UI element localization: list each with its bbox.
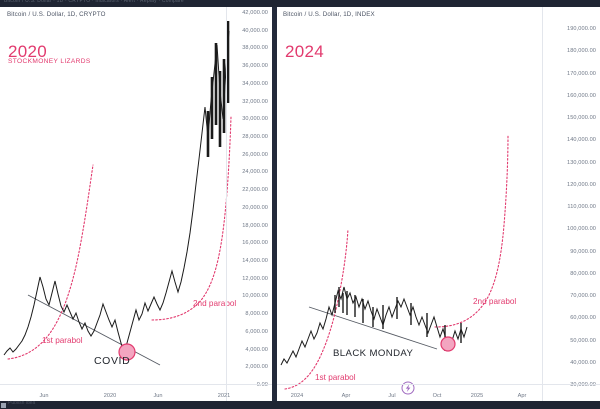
price-right-tick: 120,000.00	[567, 181, 596, 188]
price-line-right	[280, 286, 468, 366]
price-left-tick: 32,000.00	[242, 98, 268, 105]
price-left-tick: 26,000.00	[242, 151, 268, 158]
status-indicator-icon	[1, 403, 6, 408]
time-axis-right[interactable]: 2024 Apr Jul Oct 2025 Apr	[277, 384, 600, 401]
right-chart-clip: Bitcoin / U.S. Dollar, 1D, INDEX 2024	[277, 7, 600, 401]
price-right-tick: 70,000.00	[570, 293, 596, 299]
price-axis-separator-right	[542, 7, 543, 401]
price-right-tick: 40,000.00	[570, 359, 596, 366]
first-parabola-curve-right	[284, 228, 349, 390]
price-right-tick: 150,000.00	[567, 115, 596, 121]
price-right-tick: 190,000.00	[567, 26, 596, 32]
price-axis-separator-left	[226, 7, 227, 401]
time-right-tick: Apr	[517, 393, 527, 399]
first-parabol-label-right: 1st parabol	[315, 373, 356, 382]
downtrend-line-right	[308, 306, 438, 350]
price-right-tick: 110,000.00	[567, 204, 596, 210]
time-left-tick: Jun	[153, 393, 163, 399]
bottom-status-bar[interactable]: Publish idea	[0, 401, 600, 409]
left-chart-clip: Bitcoin / U.S. Dollar, 1D, CRYPTO 2020 S…	[0, 7, 272, 401]
price-right-tick: 100,000.00	[567, 226, 596, 233]
price-right-tick: 180,000.00	[567, 48, 596, 55]
price-left-tick: 34,000.00	[242, 80, 268, 87]
price-right-tick: 30,000.00	[570, 382, 596, 388]
price-left-tick: 18,000.00	[242, 222, 268, 229]
price-left-tick: 40,000.00	[242, 27, 268, 34]
price-axis-right[interactable]: 190,000.00 180,000.00 170,000.00 160,000.00…	[542, 7, 600, 401]
time-right-tick: Oct	[432, 393, 442, 399]
time-axis-line-left	[0, 384, 272, 385]
chart-pane-left[interactable]: Bitcoin / U.S. Dollar, 1D, CRYPTO 2020 S…	[0, 7, 272, 401]
year-watermark-right: 2024	[285, 42, 325, 61]
time-right-tick: Jul	[388, 393, 396, 399]
price-left-tick: 0.00	[256, 382, 268, 388]
covid-label: COVID	[94, 355, 131, 367]
right-chart-canvas	[280, 134, 509, 395]
covid-crash-marker[interactable]	[118, 343, 136, 361]
time-left-tick: Jun	[39, 393, 49, 399]
price-right-tick: 80,000.00	[570, 270, 596, 277]
price-left-tick: 38,000.00	[242, 45, 268, 52]
candle-cluster-left	[206, 21, 230, 157]
top-toolbar-label: Bitcoin / U.S. Dollar · 1D · CRYPTO · In…	[4, 0, 184, 4]
black-monday-label: BLACK MONDAY	[333, 348, 414, 359]
price-line-left	[3, 30, 230, 356]
symbol-label-right: Bitcoin / U.S. Dollar, 1D, INDEX	[283, 11, 375, 18]
price-right-tick: 160,000.00	[567, 92, 596, 99]
time-axis-left[interactable]: Jun 2020 Jun 2021	[0, 384, 272, 401]
year-watermark-left: 2020	[8, 42, 48, 61]
price-left-tick: 22,000.00	[242, 187, 268, 194]
price-left-tick: 8,000.00	[245, 311, 268, 318]
time-right-tick: 2024	[290, 393, 304, 399]
price-left-tick: 4,000.00	[245, 346, 268, 353]
price-left-tick: 36,000.00	[242, 63, 268, 70]
price-right-tick: 90,000.00	[570, 248, 596, 255]
price-left-tick: 16,000.00	[242, 240, 268, 247]
time-left-tick: 2020	[103, 393, 117, 399]
first-parabola-curve-left	[7, 164, 94, 360]
price-left-tick: 24,000.00	[242, 169, 268, 176]
time-left-tick: 2021	[217, 393, 231, 399]
price-left-tick: 20,000.00	[242, 204, 268, 211]
second-parabol-label-right: 2nd parabol	[473, 297, 517, 306]
symbol-label-left: Bitcoin / U.S. Dollar, 1D, CRYPTO	[7, 11, 106, 18]
price-right-tick: 140,000.00	[567, 137, 596, 144]
lightning-badge-icon[interactable]	[401, 381, 415, 395]
price-right-tick: 130,000.00	[567, 159, 596, 166]
time-axis-line-right	[277, 384, 600, 385]
price-left-tick: 28,000.00	[242, 134, 268, 140]
price-left-tick: 12,000.00	[242, 275, 268, 282]
left-chart-canvas	[3, 21, 232, 366]
first-parabol-label-left: 1st parabol	[42, 336, 83, 345]
price-left-tick: 14,000.00	[242, 258, 268, 264]
second-parabol-label-left: 2nd parabol	[193, 299, 237, 308]
black-monday-crash-marker[interactable]	[440, 336, 456, 352]
price-left-tick: 42,000.00	[242, 10, 268, 16]
second-parabola-curve-left	[151, 116, 232, 321]
pane-divider[interactable]	[272, 7, 277, 401]
price-right-tick: 50,000.00	[570, 337, 596, 344]
time-right-tick: Apr	[341, 393, 351, 399]
bottom-status-label: Publish idea	[8, 401, 36, 406]
chart-pane-right[interactable]: Bitcoin / U.S. Dollar, 1D, INDEX 2024	[277, 7, 600, 401]
time-right-tick: 2025	[470, 393, 484, 399]
price-axis-left[interactable]: 42,000.00 40,000.00 38,000.00 36,000.00 34,0…	[226, 7, 272, 401]
price-left-tick: 6,000.00	[245, 328, 268, 335]
price-left-tick: 30,000.00	[242, 116, 268, 123]
price-right-tick: 60,000.00	[570, 315, 596, 322]
brand-watermark: STOCKMONEY LIZARDS	[8, 58, 91, 65]
price-right-tick: 170,000.00	[567, 70, 596, 77]
price-left-tick: 10,000.00	[242, 293, 268, 300]
price-left-tick: 2,000.00	[245, 364, 268, 371]
